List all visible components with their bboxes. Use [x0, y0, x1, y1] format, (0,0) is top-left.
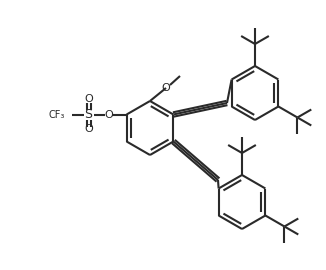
Text: O: O [84, 124, 93, 134]
Text: S: S [85, 108, 93, 121]
Text: O: O [162, 83, 170, 93]
Text: O: O [104, 110, 113, 120]
Text: O: O [84, 94, 93, 104]
Text: CF₃: CF₃ [48, 110, 65, 120]
